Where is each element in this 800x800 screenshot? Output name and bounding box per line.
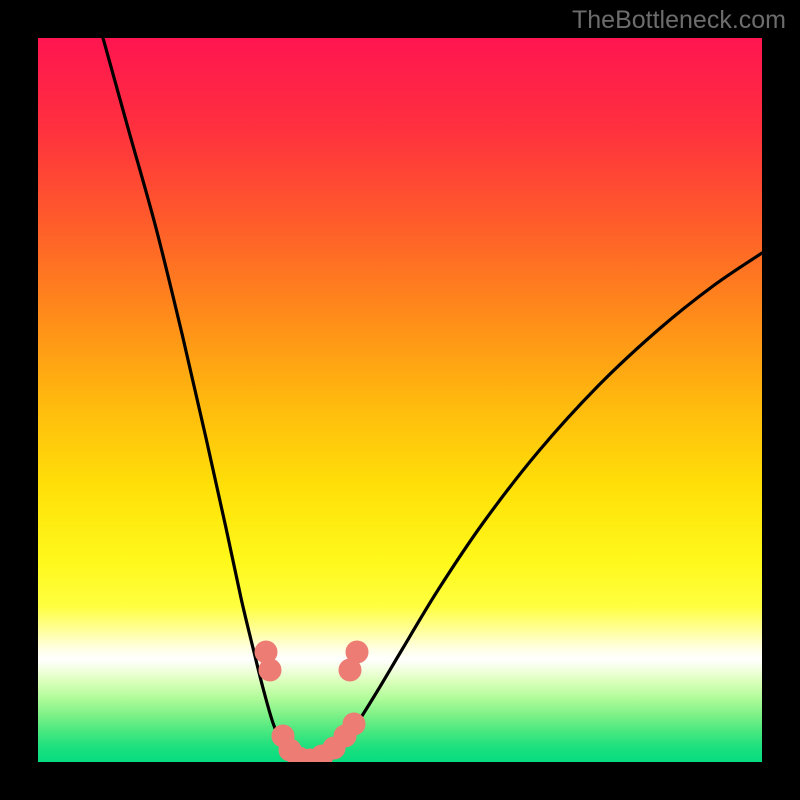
data-marker <box>259 659 281 681</box>
bottleneck-curve <box>103 38 762 762</box>
marker-group <box>255 641 368 762</box>
data-marker <box>343 713 365 735</box>
watermark-text: TheBottleneck.com <box>572 6 786 35</box>
data-marker <box>346 641 368 663</box>
curve-layer <box>38 38 762 762</box>
plot-area <box>38 38 762 762</box>
